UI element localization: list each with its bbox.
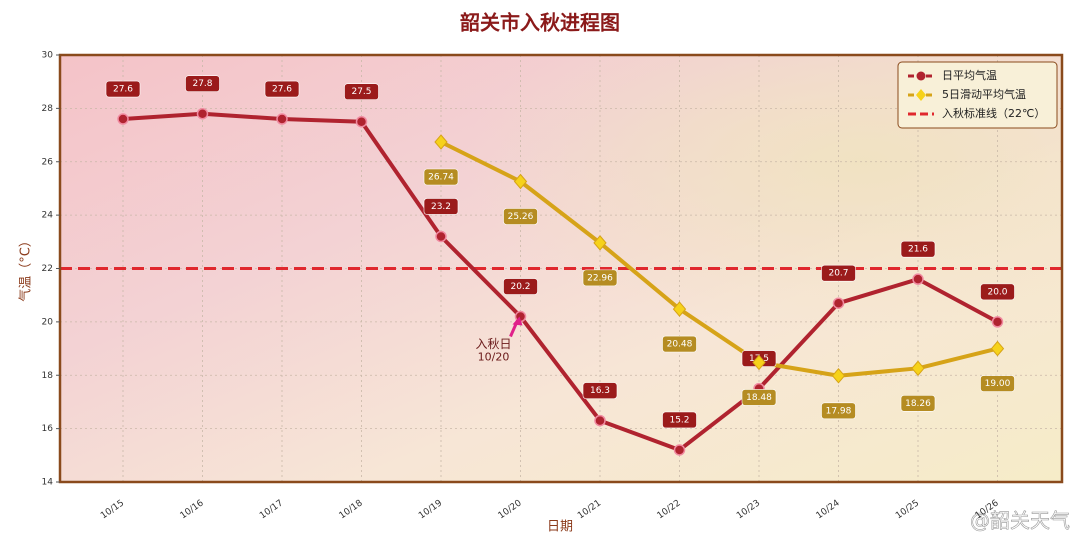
legend-label: 入秋标准线（22℃） (942, 106, 1045, 120)
y-tick-label: 28 (42, 104, 54, 114)
marker (355, 115, 368, 128)
marker (593, 235, 607, 251)
y-tick-label: 16 (42, 424, 54, 434)
series-line (440, 140, 998, 378)
annotation: 10/20 (478, 351, 510, 364)
value-label: 27.5 (351, 87, 371, 97)
marker (196, 107, 209, 120)
value-label: 19.00 (985, 379, 1011, 389)
marker (117, 113, 129, 125)
value-label-box (741, 389, 777, 406)
marker (912, 273, 924, 285)
annotation-arrowhead (512, 316, 523, 326)
marker (435, 230, 447, 243)
legend-box (897, 61, 1058, 129)
value-label-box (662, 335, 697, 353)
value-label: 27.6 (113, 85, 133, 95)
marker (991, 316, 1004, 328)
marker (911, 360, 925, 377)
value-label: 21.6 (908, 245, 928, 255)
value-label-box (264, 80, 300, 98)
value-label-box (503, 208, 538, 225)
y-tick-label: 18 (42, 371, 54, 381)
annotation: 入秋日 (475, 337, 511, 351)
marker (513, 173, 528, 190)
value-label: 16.3 (590, 386, 610, 396)
legend-label: 日平均气温 (942, 68, 997, 82)
marker (752, 354, 766, 371)
marker (672, 301, 687, 317)
marker (990, 340, 1005, 357)
chart-title: 韶关市入秋进程图 (460, 11, 620, 35)
value-label: 27.6 (272, 85, 292, 95)
value-label: 26.74 (428, 173, 454, 183)
value-label-box (900, 395, 936, 412)
value-label-box (662, 411, 697, 429)
value-label: 20.2 (510, 282, 530, 292)
value-label: 18.26 (905, 399, 931, 409)
y-tick-label: 24 (42, 211, 54, 221)
marker (673, 444, 686, 456)
y-tick-label: 20 (42, 317, 54, 327)
value-label: 22.96 (587, 273, 613, 283)
value-label-box (900, 240, 936, 258)
value-label-box (821, 264, 856, 282)
marker (276, 113, 288, 125)
value-label-box (503, 278, 538, 295)
value-label-box (582, 269, 618, 287)
marker (832, 297, 845, 309)
x-axis-label: 日期 (547, 520, 573, 535)
y-tick-label: 26 (42, 157, 54, 167)
value-label: 20.48 (667, 340, 693, 350)
value-label: 23.2 (431, 202, 451, 212)
watermark: @韶关天气 (970, 509, 1070, 533)
legend-marker (916, 71, 926, 81)
series-line (122, 111, 999, 452)
value-label-box (821, 402, 856, 420)
value-label: 20.7 (828, 269, 848, 279)
value-label-box (344, 83, 379, 101)
y-axis-label: 气温（°C） (18, 234, 34, 302)
value-label-box (980, 375, 1015, 392)
value-label: 15.2 (669, 415, 689, 425)
value-label-box (105, 80, 141, 98)
y-tick-label: 14 (42, 478, 54, 488)
value-label: 18.48 (746, 393, 772, 403)
legend-label: 5日滑动平均气温 (942, 87, 1026, 101)
marker (831, 368, 846, 384)
value-label: 27.8 (192, 79, 212, 89)
y-tick-label: 22 (42, 264, 53, 274)
value-label-box (423, 168, 459, 186)
y-tick-label: 30 (42, 51, 54, 61)
value-label-box (185, 75, 220, 93)
value-label: 20.0 (987, 287, 1007, 297)
marker (434, 134, 448, 150)
value-label-box (980, 283, 1015, 301)
marker (594, 414, 606, 427)
value-label-box (423, 198, 459, 215)
value-label-box (582, 382, 618, 399)
legend-marker (916, 89, 926, 101)
value-label: 17.98 (826, 406, 852, 416)
value-label: 25.26 (508, 212, 534, 222)
